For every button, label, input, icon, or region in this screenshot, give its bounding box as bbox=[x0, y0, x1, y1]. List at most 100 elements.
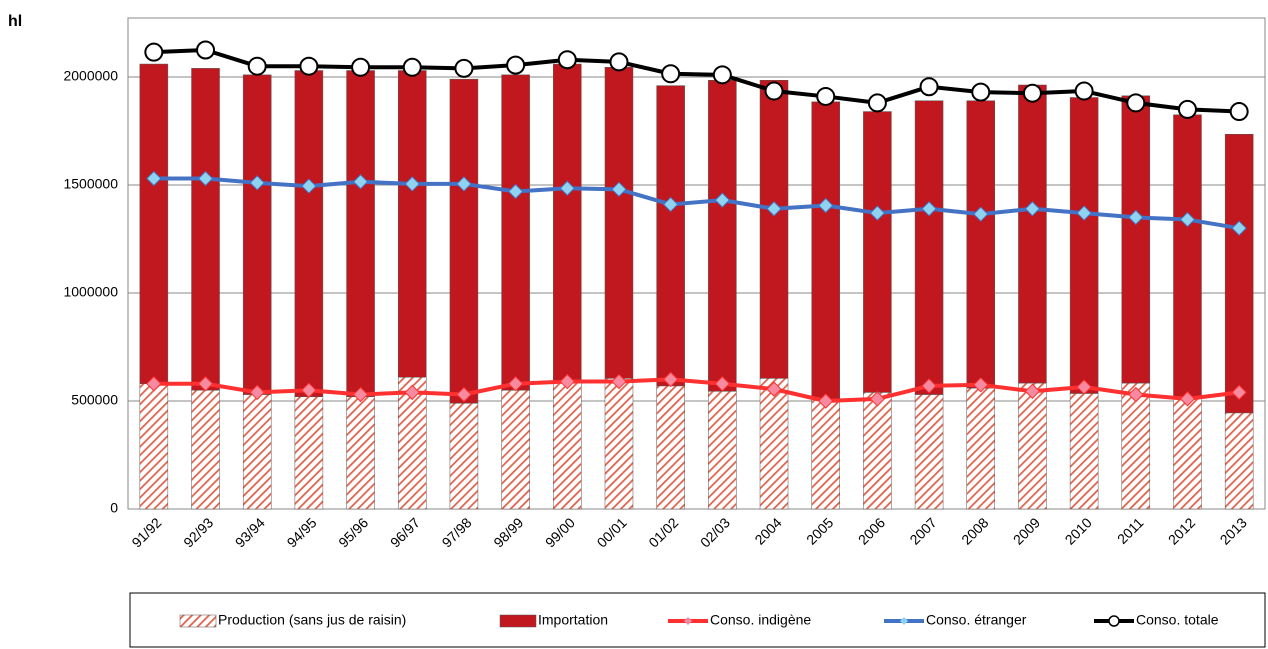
bar bbox=[966, 100, 995, 389]
marker bbox=[869, 205, 886, 221]
bar bbox=[1121, 95, 1151, 384]
marker bbox=[559, 180, 576, 196]
legend-label: Conso. étranger bbox=[926, 612, 1027, 628]
bar bbox=[294, 396, 324, 510]
marker bbox=[557, 50, 577, 70]
marker bbox=[559, 373, 576, 390]
bar bbox=[1121, 382, 1151, 510]
bar bbox=[501, 389, 530, 510]
x-tick-label: 2007 bbox=[906, 514, 939, 547]
bar bbox=[604, 67, 634, 379]
bar bbox=[656, 385, 685, 510]
marker bbox=[1231, 220, 1247, 236]
x-tick-label: 91/92 bbox=[128, 514, 164, 550]
marker bbox=[816, 86, 836, 106]
x-tick-label: 01/02 bbox=[645, 514, 681, 550]
y-tick-label: 0 bbox=[110, 500, 118, 516]
marker bbox=[1177, 99, 1197, 119]
marker bbox=[146, 376, 162, 392]
marker bbox=[301, 178, 317, 194]
bar bbox=[501, 74, 530, 391]
marker bbox=[454, 58, 474, 78]
x-tick-label: 94/95 bbox=[284, 514, 320, 550]
bar bbox=[191, 68, 220, 391]
marker bbox=[144, 42, 164, 62]
bar bbox=[708, 79, 737, 392]
legend-label: Conso. indigène bbox=[710, 612, 811, 628]
marker bbox=[817, 197, 834, 214]
marker bbox=[1128, 386, 1144, 403]
marker bbox=[197, 170, 214, 187]
bar bbox=[242, 394, 272, 510]
bar bbox=[1069, 97, 1099, 394]
marker bbox=[1076, 205, 1092, 221]
marker bbox=[973, 377, 989, 393]
y-tick-label: 1500000 bbox=[63, 176, 118, 192]
bar bbox=[1224, 412, 1254, 510]
marker bbox=[611, 373, 627, 390]
marker bbox=[714, 192, 731, 208]
line bbox=[153, 176, 1240, 231]
marker bbox=[352, 174, 369, 190]
marker bbox=[1126, 93, 1146, 113]
marker bbox=[1229, 102, 1249, 122]
bar bbox=[449, 402, 479, 510]
bar bbox=[1173, 397, 1202, 510]
x-tick-label: 2006 bbox=[855, 514, 888, 547]
bar bbox=[863, 392, 892, 510]
bar bbox=[1173, 114, 1202, 399]
bar bbox=[294, 70, 324, 397]
marker bbox=[301, 382, 317, 398]
marker bbox=[712, 65, 732, 85]
bar bbox=[191, 389, 220, 510]
bar bbox=[242, 74, 272, 395]
legend-label: Production (sans jus de raisin) bbox=[218, 612, 406, 628]
marker bbox=[404, 384, 420, 401]
legend-marker bbox=[900, 617, 908, 625]
x-tick-label: 96/97 bbox=[387, 514, 423, 550]
legend-label: Importation bbox=[538, 612, 608, 628]
line bbox=[153, 377, 1240, 403]
legend-marker bbox=[684, 617, 692, 625]
bar bbox=[139, 383, 169, 510]
x-tick-label: 00/01 bbox=[594, 514, 630, 550]
x-tick-label: 2008 bbox=[958, 514, 991, 547]
bar bbox=[811, 399, 840, 510]
marker bbox=[1179, 391, 1196, 407]
bar bbox=[346, 70, 375, 397]
y-tick-label: 500000 bbox=[71, 392, 118, 408]
marker bbox=[817, 393, 834, 409]
bar bbox=[398, 70, 427, 378]
marker bbox=[402, 57, 422, 77]
marker bbox=[507, 376, 524, 392]
marker bbox=[456, 176, 472, 192]
marker bbox=[1179, 211, 1196, 228]
marker bbox=[662, 371, 679, 388]
x-tick-label: 2010 bbox=[1062, 514, 1095, 547]
marker bbox=[662, 196, 679, 213]
marker bbox=[247, 56, 267, 76]
x-tick-label: 95/96 bbox=[335, 514, 371, 550]
x-tick-label: 98/99 bbox=[490, 514, 526, 550]
marker bbox=[714, 376, 731, 392]
legend-swatch bbox=[499, 614, 537, 628]
marker bbox=[921, 378, 937, 394]
bar bbox=[759, 378, 789, 510]
bar bbox=[914, 394, 944, 510]
marker bbox=[1076, 379, 1092, 395]
marker bbox=[507, 183, 524, 200]
bar bbox=[604, 378, 634, 510]
marker bbox=[661, 64, 681, 84]
marker bbox=[299, 56, 319, 76]
bar bbox=[346, 396, 375, 510]
x-tick-label: 97/98 bbox=[439, 514, 475, 550]
marker bbox=[973, 206, 989, 222]
bar bbox=[1224, 133, 1254, 414]
marker bbox=[764, 81, 784, 101]
marker bbox=[352, 386, 369, 403]
marker bbox=[456, 386, 472, 403]
bar bbox=[553, 381, 582, 510]
marker bbox=[1074, 81, 1094, 101]
x-tick-label: 2011 bbox=[1114, 514, 1147, 547]
